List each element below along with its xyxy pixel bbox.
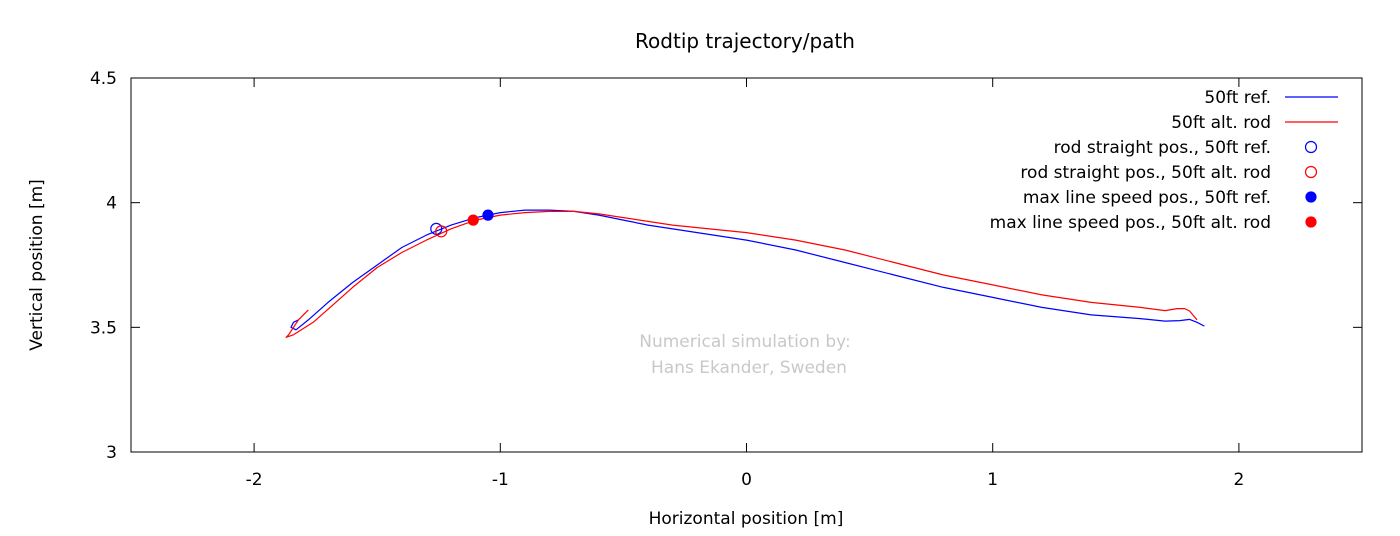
legend-label-5: max line speed pos., 50ft alt. rod: [990, 213, 1271, 233]
y-tick-label: 3: [106, 443, 117, 463]
tick-labels: -2 -1 0 1 2 3 3.5 4 4.5: [90, 69, 1244, 490]
watermark-line-2: Hans Ekander, Sweden: [651, 358, 847, 378]
series-marker-4: [482, 209, 494, 221]
series-layer: [285, 209, 1205, 338]
y-tick-label: 4: [106, 194, 117, 214]
x-tick-label: 0: [741, 470, 752, 490]
series-marker-5: [467, 214, 479, 226]
x-axis-label: Horizontal position [m]: [649, 509, 844, 529]
legend-label-3: rod straight pos., 50ft alt. rod: [1020, 163, 1271, 183]
y-tick-label: 4.5: [90, 69, 117, 89]
axis-ticks: [131, 77, 1362, 453]
x-tick-label: -2: [246, 470, 263, 490]
legend-swatch-4: [1305, 191, 1317, 203]
legend-label-0: 50ft ref.: [1204, 88, 1271, 108]
legend-label-4: max line speed pos., 50ft ref.: [1023, 188, 1271, 208]
series-marker-3: [435, 225, 448, 238]
x-tick-label: 1: [987, 470, 998, 490]
chart-title: Rodtip trajectory/path: [635, 29, 855, 53]
x-tick-label: 2: [1233, 470, 1244, 490]
legend-label-2: rod straight pos., 50ft ref.: [1054, 138, 1271, 158]
series-line-1: [285, 210, 1198, 338]
legend-swatch-2: [1304, 140, 1318, 154]
legend: 50ft ref. 50ft alt. rod rod straight pos.,…: [990, 88, 1338, 233]
watermark: Numerical simulation by: Hans Ekander, S…: [639, 332, 850, 378]
watermark-line-1: Numerical simulation by:: [639, 332, 850, 352]
legend-label-1: 50ft alt. rod: [1171, 113, 1271, 133]
plot-frame: [130, 77, 1363, 453]
x-tick-label: -1: [492, 470, 509, 490]
y-tick-label: 3.5: [90, 318, 117, 338]
legend-swatch-5: [1305, 216, 1317, 228]
series-line-0: [290, 209, 1205, 331]
y-axis-label: Vertical position [m]: [27, 179, 47, 351]
legend-swatch-3: [1304, 165, 1318, 179]
